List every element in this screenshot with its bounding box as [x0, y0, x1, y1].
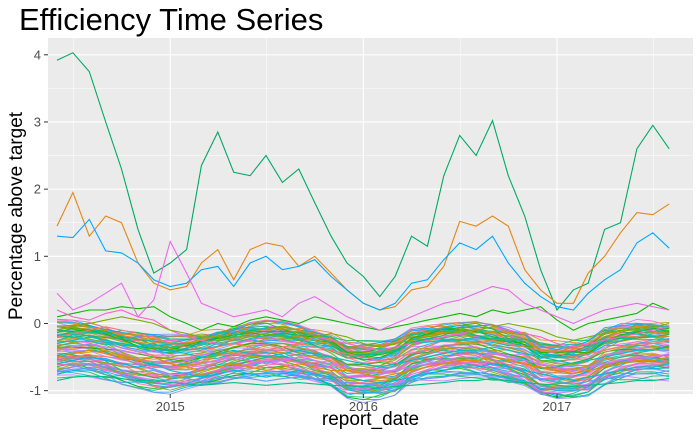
series-line — [56, 342, 670, 369]
y-tick-label: 1 — [34, 249, 41, 264]
x-axis-ticks: 2015 2016 2017 — [156, 394, 572, 414]
y-tick-label: 4 — [34, 47, 41, 62]
series-line — [56, 325, 670, 346]
y-tick-label: 3 — [34, 114, 41, 129]
series-group — [56, 52, 670, 388]
series-line — [56, 320, 670, 353]
series-line — [56, 302, 670, 331]
series-line — [56, 349, 670, 378]
series-line — [56, 353, 670, 379]
series-line — [56, 329, 670, 357]
series-line — [56, 363, 670, 386]
series-line — [56, 333, 670, 357]
x-tick-label: 2017 — [543, 399, 572, 414]
series-line — [56, 316, 670, 348]
x-axis-title: report_date — [322, 409, 419, 430]
chart-title: Efficiency Time Series — [19, 2, 324, 37]
series-line — [56, 336, 670, 367]
y-tick-label: -1 — [29, 383, 41, 398]
y-tick-label: 0 — [34, 316, 41, 331]
series-line — [56, 360, 670, 394]
y-tick-label: 2 — [34, 182, 41, 197]
series-line — [56, 365, 670, 394]
series-line — [56, 326, 670, 361]
series-line — [56, 320, 670, 350]
series-line — [56, 375, 670, 388]
series-line — [56, 325, 670, 360]
x-tick-label: 2016 — [349, 399, 378, 414]
y-axis-ticks: -1 0 1 2 3 4 — [29, 47, 48, 398]
y-axis-title: Percentage above target — [6, 111, 27, 320]
series-line — [56, 309, 670, 351]
series-line — [56, 368, 670, 404]
series-line — [56, 329, 670, 350]
series-line — [56, 52, 670, 312]
series-line — [56, 343, 670, 375]
x-tick-label: 2015 — [156, 399, 185, 414]
series-line — [56, 240, 670, 331]
series-line — [56, 356, 670, 384]
grid-lines — [48, 38, 693, 394]
series-line — [56, 336, 670, 368]
